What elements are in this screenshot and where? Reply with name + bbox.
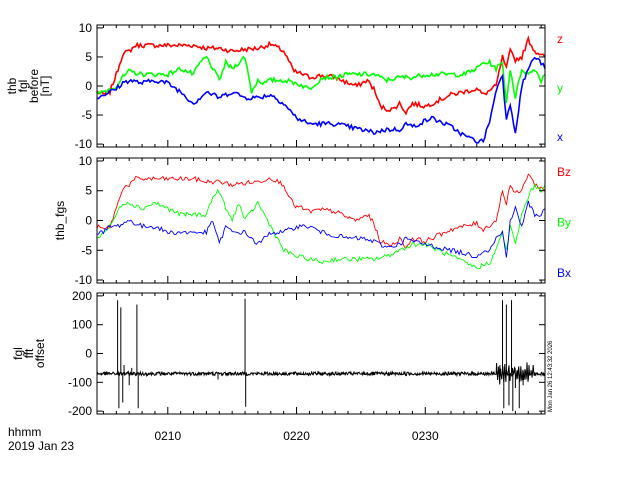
y-axis-label-line: thb [5,77,19,94]
panel-fgl-before-lines [96,35,546,144]
legend-entry-By: By [557,216,571,230]
panel-fgs-lines [96,173,546,270]
panel-fgl-before-y-ticks: -10 -5 0 5 10 [75,21,545,151]
y-axis-label-line: [nT] [38,76,52,97]
panel-fgs-ylabel: thb_fgs [53,201,67,240]
y-tick-label: -5 [81,108,92,122]
y-axis-label-line: offset [33,338,47,368]
y-tick-label: -10 [75,273,93,287]
y-tick-label: -5 [81,243,92,257]
y-axis-label-line: before [27,69,41,103]
series-line-x [96,56,546,144]
legend-entry-Bz: Bz [557,165,571,179]
legend-entry-y: y [557,81,563,95]
series-line-y [96,55,546,103]
y-tick-label: -10 [75,137,93,151]
x-axis-ticks: 0210 0220 0230 [102,25,542,443]
y-tick-label: -200 [68,404,92,418]
panel-fgs: -10 -5 0 5 10 thb_fgs Bz By Bx [53,154,571,287]
legend-entry-Bx: Bx [557,266,571,280]
panel-fft-offset-lines [96,298,546,412]
x-tick-label: 0210 [154,429,181,443]
y-tick-label: 200 [72,289,92,303]
x-tick-label: 0220 [283,429,310,443]
y-tick-label: 10 [79,21,93,35]
series-line-z [96,35,546,116]
y-tick-label: 0 [85,79,92,93]
legend-entry-z: z [557,32,563,46]
timestamp-stamp: Mon Jan 26 12:43:32 2026 [548,340,554,412]
series-line-By [96,182,546,270]
panel-fgl-before-legend: z y x [557,32,563,144]
series-line-Bz [96,173,546,248]
y-tick-label: 0 [85,347,92,361]
panel-fft-offset-y-ticks: -200 -100 0 100 200 [68,289,545,418]
y-axis-label-line: fft [22,348,36,358]
y-tick-label: -100 [68,375,92,389]
y-tick-label: 5 [85,50,92,64]
y-axis-label-line: thb_fgs [53,201,67,240]
y-tick-label: 0 [85,214,92,228]
y-tick-label: 5 [85,184,92,198]
y-axis-label-line: fgl [11,347,25,360]
series-line-Bx [96,200,546,258]
panel-fft-offset-frame [96,292,546,415]
y-tick-label: 10 [79,154,93,168]
y-axis-label-line: fgl [16,80,30,93]
date-label: 2019 Jan 23 [8,439,74,453]
panel-fgs-legend: Bz By Bx [557,165,571,280]
y-tick-label: 100 [72,318,92,332]
legend-entry-x: x [557,130,563,144]
x-tick-label: 0230 [412,429,439,443]
panel-fgl-before-frame [96,24,546,148]
series-line-offset [96,362,546,385]
panel-fgs-y-ticks: -10 -5 0 5 10 [75,154,545,287]
panel-fgs-frame [96,157,546,284]
x-unit-label: hhmm [8,425,41,439]
